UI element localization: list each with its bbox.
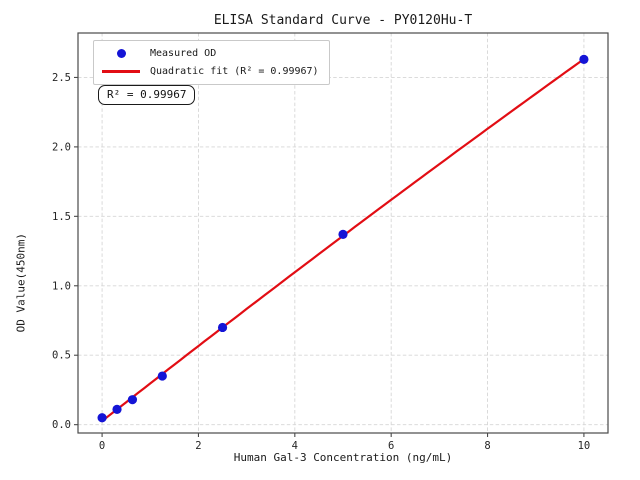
y-tick-label: 2.5 (52, 72, 71, 84)
y-tick-label: 1.0 (52, 280, 71, 292)
x-tick-label: 2 (195, 440, 201, 452)
y-tick-label: 0.0 (52, 419, 71, 431)
y-tick-label: 0.5 (52, 350, 71, 362)
r-squared-annotation: R² = 0.99967 (98, 85, 196, 105)
x-axis-label: Human Gal-3 Concentration (ng/mL) (233, 451, 453, 464)
x-tick-label: 4 (292, 440, 298, 452)
y-tick-label: 1.5 (52, 211, 71, 223)
data-point (217, 322, 228, 333)
legend-label-quadratic-fit: Quadratic fit (R² = 0.99967) (150, 66, 319, 77)
fit-line-icon (102, 70, 140, 73)
data-point (338, 229, 348, 239)
x-tick-label: 8 (484, 440, 490, 452)
x-tick-label: 6 (388, 440, 394, 452)
chart-title: ELISA Standard Curve - PY0120Hu-T (213, 13, 473, 28)
x-tick-label: 10 (578, 440, 591, 452)
scatter-point-icon (116, 49, 126, 58)
legend-label-measured-od: Measured OD (150, 48, 217, 59)
data-point (112, 404, 122, 414)
data-point (579, 54, 589, 64)
data-point (97, 413, 107, 423)
y-axis-label-text: OD Value(450nm) (14, 233, 27, 333)
chart-legend: Measured OD Quadratic fit (R² = 0.99967) (93, 40, 330, 85)
quadratic-fit-line (100, 57, 586, 423)
x-tick-label: 0 (99, 440, 105, 452)
legend-item-measured-od: Measured OD (100, 46, 319, 61)
data-point (157, 371, 167, 381)
y-tick-label: 2.0 (52, 141, 71, 153)
plot-border (77, 32, 609, 434)
data-point (127, 395, 138, 405)
legend-item-quadratic-fit: Quadratic fit (R² = 0.99967) (100, 64, 319, 79)
